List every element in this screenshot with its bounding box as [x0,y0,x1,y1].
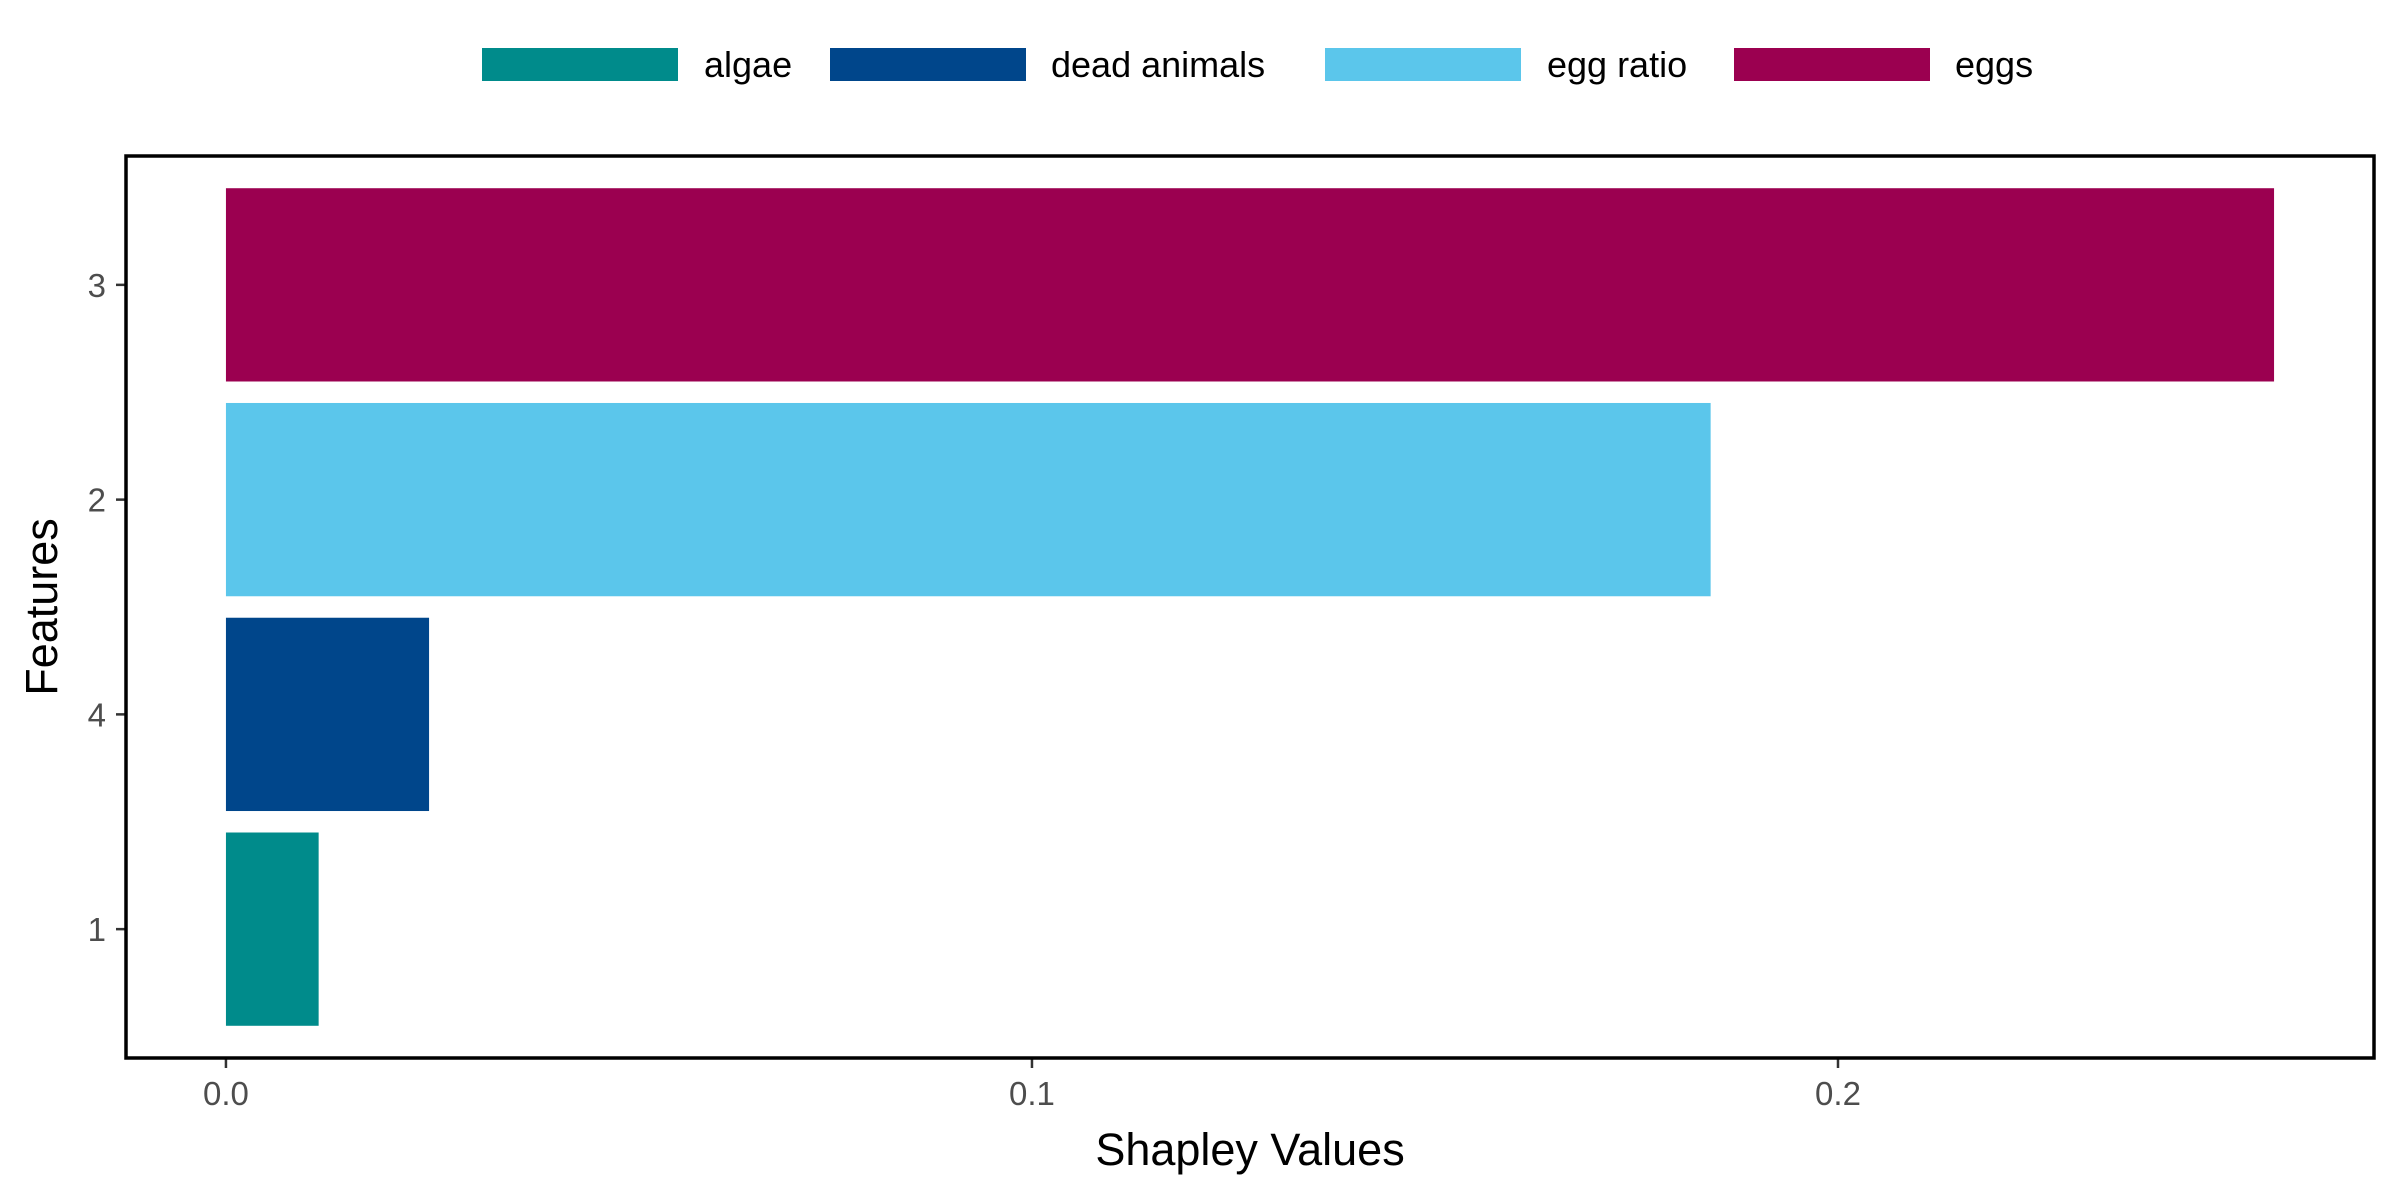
bars-layer [225,188,2275,1026]
legend-key-dead-animals [830,48,1026,81]
legend-key-egg-ratio [1325,48,1521,81]
legend-label-eggs: eggs [1955,44,2033,85]
bar-eggs [225,188,2275,382]
x-tick-label: 0.1 [1009,1075,1055,1112]
plot-panel-border [124,154,2376,1060]
legend-label-algae: algae [704,44,792,85]
legend-key-eggs [1734,48,1930,81]
bar-dead-animals [225,617,430,812]
y-tick-label: 4 [88,696,106,733]
x-tick-label: 0.2 [1815,1075,1861,1112]
bar-algae [225,832,319,1026]
legend-key-algae [482,48,678,81]
legend-label-dead-animals: dead animals [1051,44,1265,85]
y-tick-label: 2 [88,482,106,519]
bar-egg-ratio [225,402,1711,597]
y-axis-title: Features [16,518,67,696]
x-tick-label: 0.0 [203,1075,249,1112]
legend-label-egg-ratio: egg ratio [1547,44,1687,85]
y-tick-label: 3 [88,267,106,304]
x-axis-title: Shapley Values [1095,1124,1404,1175]
legend: algae dead animals egg ratio eggs [482,44,2033,85]
y-tick-label: 1 [88,911,106,948]
y-axis: 1 4 2 3 [88,267,126,948]
